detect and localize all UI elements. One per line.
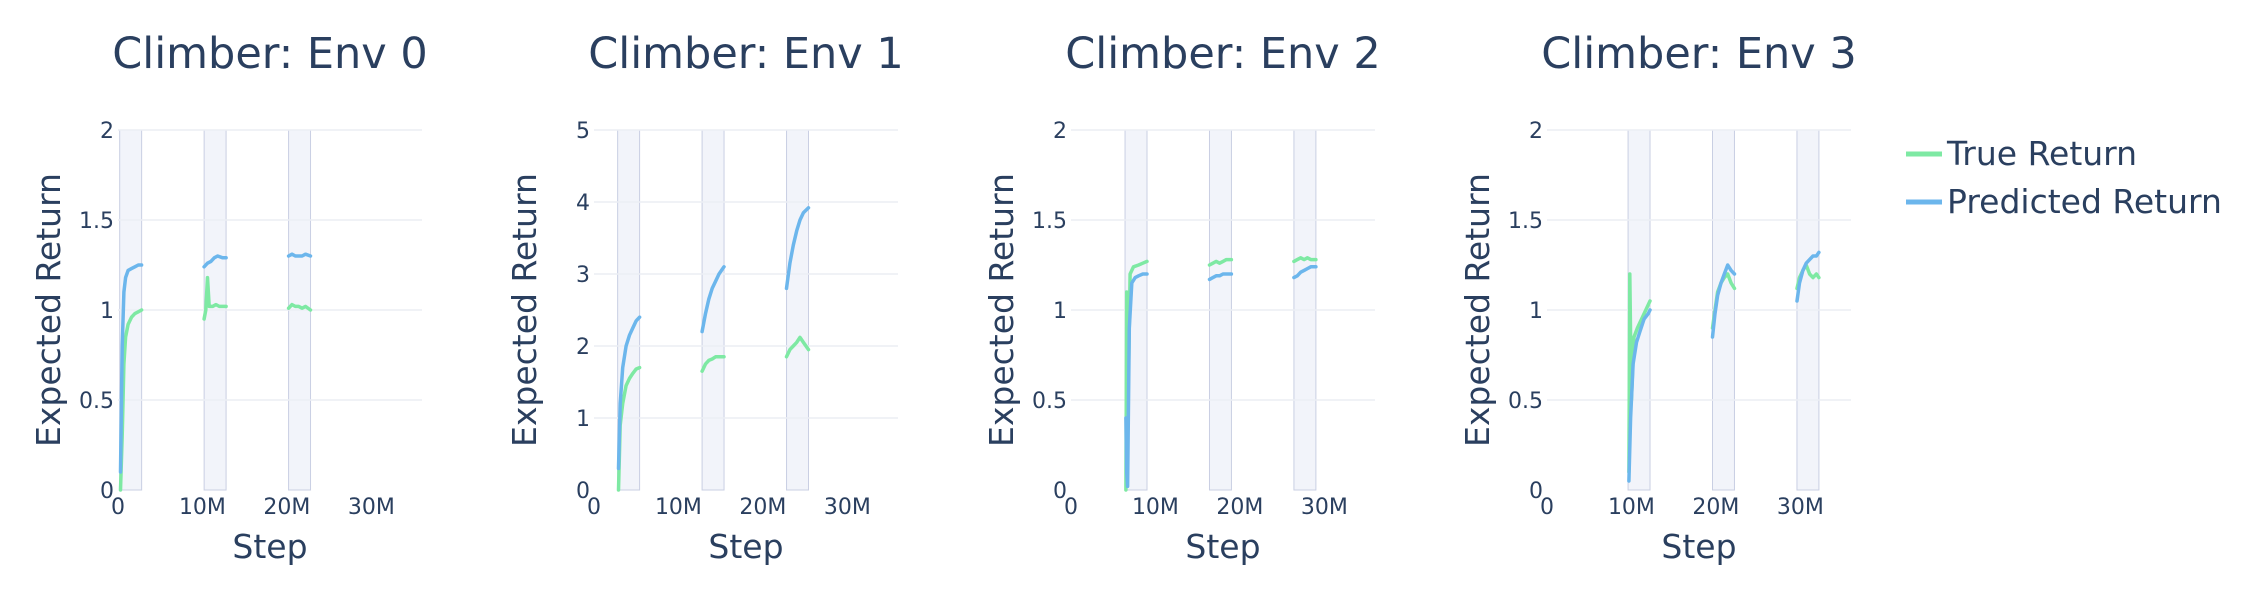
x-axis-title: Step <box>232 527 307 566</box>
y-tick-label: 1 <box>576 407 590 432</box>
x-tick-label: 0 <box>1540 495 1554 520</box>
y-tick-label: 1 <box>100 299 114 324</box>
series-predicted-segment-2 <box>1795 250 1821 303</box>
series-true-segment-1 <box>202 275 228 321</box>
y-tick-label: 1 <box>1053 299 1067 324</box>
x-axis-title: Step <box>708 527 783 566</box>
series-predicted-segment-1 <box>1710 263 1737 339</box>
x-tick-label: 0 <box>1064 495 1078 520</box>
series-predicted-segment-2 <box>286 252 313 258</box>
x-tick-label: 30M <box>348 495 395 520</box>
y-tick-label: 4 <box>576 191 590 216</box>
legend-label: True Return <box>1946 134 2137 173</box>
series-true-segment-0 <box>1124 259 1149 492</box>
x-axis-title: Step <box>1661 527 1736 566</box>
series-predicted-segment-0 <box>1124 272 1149 489</box>
y-tick-label: 2 <box>1529 119 1543 144</box>
y-tick-label: 0.5 <box>1032 389 1067 414</box>
series-predicted-segment-0 <box>1627 308 1652 483</box>
y-tick-label: 1 <box>1529 299 1543 324</box>
legend-item-1: Predicted Return <box>1906 182 2222 221</box>
x-tick-label: 10M <box>1132 495 1179 520</box>
band-2 <box>786 129 809 491</box>
y-axis-title: Expected Return <box>505 173 544 447</box>
x-tick-label: 20M <box>1692 495 1739 520</box>
x-tick-label: 30M <box>1301 495 1348 520</box>
series-true-segment-1 <box>700 355 726 373</box>
x-tick-label: 20M <box>263 495 310 520</box>
subplot-0: 0 0.5 1 1.5 2 0 10M 20M 30M Step Expected Return Cl… <box>29 29 428 566</box>
series-predicted-segment-0 <box>616 315 642 471</box>
x-tick-label: 20M <box>739 495 786 520</box>
y-tick-label: 2 <box>1053 119 1067 144</box>
x-tick-label: 10M <box>179 495 226 520</box>
series-predicted-segment-0 <box>118 263 144 474</box>
y-axis-title: Expected Return <box>982 173 1021 447</box>
series-predicted-segment-2 <box>1292 265 1318 280</box>
x-tick-label: 0 <box>111 495 125 520</box>
series-true-segment-0 <box>1627 272 1652 474</box>
series-predicted-segment-1 <box>700 265 726 334</box>
y-axis-title: Expected Return <box>1458 173 1497 447</box>
y-tick-label: 0 <box>576 479 590 504</box>
y-tick-label: 1.5 <box>1032 209 1067 234</box>
series-true-segment-2 <box>784 335 811 359</box>
y-tick-label: 2 <box>576 335 590 360</box>
x-tick-label: 30M <box>824 495 871 520</box>
x-tick-label: 10M <box>655 495 702 520</box>
series-true-segment-1 <box>1207 257 1234 267</box>
y-axis-title: Expected Return <box>29 173 68 447</box>
subplot-2: 0 0.5 1 1.5 2 0 10M 20M 30M Step Expected Return Cl… <box>982 29 1381 566</box>
legend-item-0: True Return <box>1906 134 2137 173</box>
series-predicted-segment-2 <box>784 206 811 291</box>
chart-title: Climber: Env 0 <box>112 29 428 79</box>
x-tick-label: 0 <box>587 495 601 520</box>
subplot-panels: 0 0.5 1 1.5 2 0 10M 20M 30M Step Expected Return Cl… <box>29 29 1857 566</box>
subplot-3: 0 0.5 1 1.5 2 0 10M 20M 30M Step Expected Return Cl… <box>1458 29 1857 566</box>
x-axis-title: Step <box>1185 527 1260 566</box>
chart-title: Climber: Env 3 <box>1541 29 1857 79</box>
chart-title: Climber: Env 2 <box>1065 29 1381 79</box>
series-true-segment-2 <box>286 302 313 312</box>
y-tick-label: 0 <box>1053 479 1067 504</box>
series-true-segment-2 <box>1292 256 1318 264</box>
y-tick-label: 0 <box>100 479 114 504</box>
y-tick-label: 0 <box>1529 479 1543 504</box>
x-tick-label: 20M <box>1216 495 1263 520</box>
series-predicted-segment-1 <box>1207 272 1234 282</box>
y-tick-label: 1.5 <box>79 209 114 234</box>
chart-title: Climber: Env 1 <box>588 29 904 79</box>
x-tick-label: 30M <box>1777 495 1824 520</box>
y-tick-label: 3 <box>576 263 590 288</box>
x-tick-label: 10M <box>1608 495 1655 520</box>
y-tick-label: 0.5 <box>1508 389 1543 414</box>
subplot-1: 0 1 2 3 4 5 0 10M 20M 30M Step Expected Return Climb… <box>505 29 904 566</box>
y-tick-label: 0.5 <box>79 389 114 414</box>
y-tick-label: 1.5 <box>1508 209 1543 234</box>
legend: True Return Predicted Return <box>1906 134 2222 221</box>
y-tick-label: 5 <box>576 119 590 144</box>
y-tick-label: 2 <box>100 119 114 144</box>
series-predicted-segment-1 <box>202 254 228 269</box>
legend-label: Predicted Return <box>1947 182 2222 221</box>
